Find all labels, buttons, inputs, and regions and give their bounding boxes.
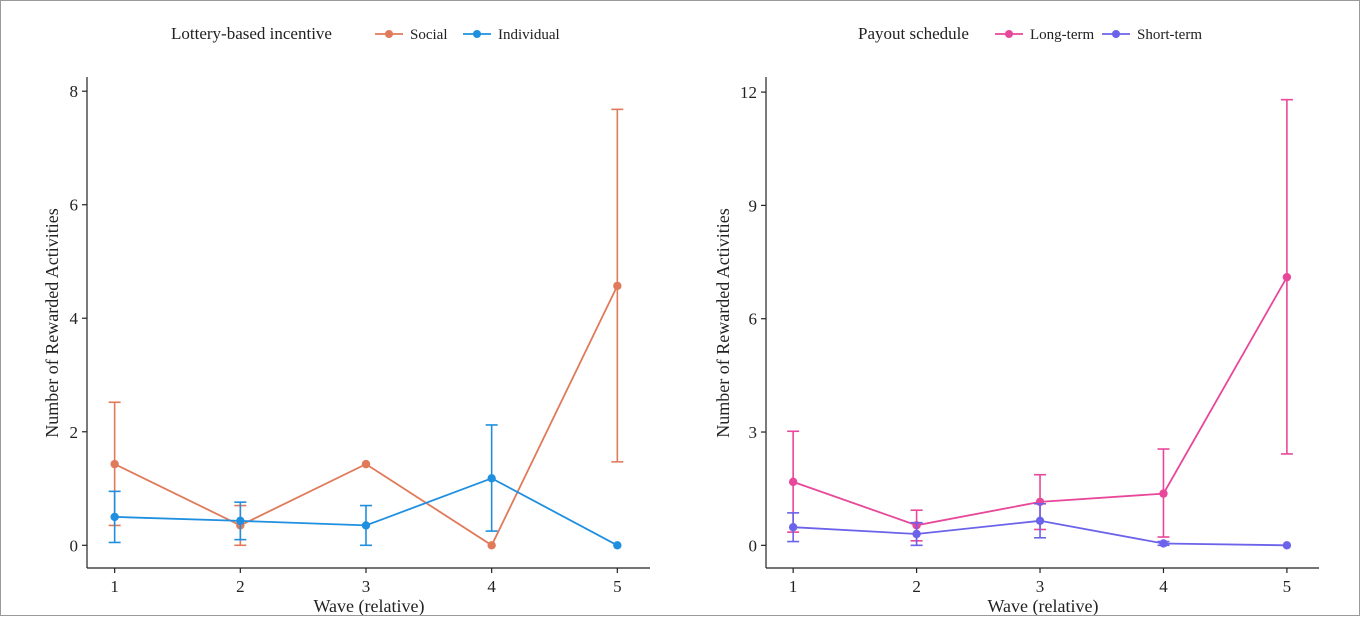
data-point-individual [487, 474, 496, 483]
data-point-short-term [1035, 516, 1045, 525]
data-point-individual [110, 512, 119, 522]
legend-dot-individual [473, 30, 481, 38]
legend-right: Payout schedule Long-term Short-term [858, 24, 1202, 43]
y-ticks: 0 2 4 6 8 [70, 82, 87, 555]
y-tick-label: 2 [70, 423, 79, 442]
series-long-term [787, 98, 1293, 542]
y-tick-label: 8 [70, 82, 79, 101]
series-individual [108, 424, 622, 550]
x-tick-label: 1 [789, 577, 798, 596]
legend-label-social: Social [410, 27, 448, 43]
legend-left: Lottery-based incentive Social Individua… [171, 24, 560, 43]
y-tick-label: 0 [749, 536, 758, 555]
data-point-short-term [912, 529, 921, 539]
legend-dot-long-term [1005, 30, 1013, 38]
data-point-individual [361, 521, 371, 530]
data-point-short-term [1159, 539, 1168, 548]
y-tick-label: 3 [749, 423, 758, 442]
y-axis-label: Number of Rewarded Activities [42, 208, 62, 437]
x-ticks: 1 2 3 4 5 [789, 568, 1291, 596]
data-point-long-term [788, 477, 798, 487]
y-tick-label: 9 [749, 196, 758, 215]
x-tick-label: 4 [1159, 577, 1168, 596]
x-tick-label: 3 [1036, 577, 1045, 596]
x-ticks: 1 2 3 4 5 [110, 568, 622, 596]
x-tick-label: 2 [912, 577, 921, 596]
legend-title: Lottery-based incentive [171, 24, 332, 43]
y-tick-label: 4 [70, 309, 79, 328]
data-point-long-term [1282, 272, 1292, 282]
data-point-short-term [1282, 541, 1292, 550]
y-ticks: 0 3 6 9 12 [740, 83, 766, 555]
y-tick-label: 6 [749, 310, 758, 329]
data-point-social [110, 459, 119, 469]
legend-label-individual: Individual [498, 27, 560, 43]
x-tick-label: 5 [613, 577, 622, 596]
y-tick-label: 6 [70, 196, 79, 215]
x-axis-label: Wave (relative) [314, 596, 425, 615]
panel-right: Payout schedule Long-term Short-term 0 3 6… [713, 24, 1319, 617]
x-tick-label: 3 [362, 577, 371, 596]
data-point-individual [236, 516, 245, 526]
x-tick-label: 2 [236, 577, 245, 596]
y-axis-label: Number of Rewarded Activities [713, 208, 733, 437]
data-point-social [487, 541, 496, 550]
series-social [108, 108, 624, 550]
legend-label-long-term: Long-term [1030, 27, 1094, 43]
x-tick-label: 5 [1283, 577, 1292, 596]
y-tick-label: 0 [70, 536, 79, 555]
legend-label-short-term: Short-term [1137, 27, 1202, 43]
plot-area [787, 98, 1293, 550]
data-point-social [613, 281, 622, 291]
x-tick-label: 1 [110, 577, 119, 596]
x-axis-label: Wave (relative) [988, 596, 1099, 615]
legend-title: Payout schedule [858, 24, 969, 43]
data-point-long-term [1159, 489, 1168, 498]
x-tick-label: 4 [487, 577, 496, 596]
legend-dot-short-term [1112, 30, 1120, 38]
data-point-social [361, 459, 371, 469]
y-tick-label: 12 [740, 83, 757, 102]
panel-left: Lottery-based incentive Social Individua… [42, 24, 650, 617]
plot-area [108, 108, 624, 550]
legend-dot-social [385, 30, 393, 38]
data-point-individual [613, 541, 622, 550]
data-point-short-term [788, 523, 798, 532]
series-short-term [787, 502, 1292, 550]
